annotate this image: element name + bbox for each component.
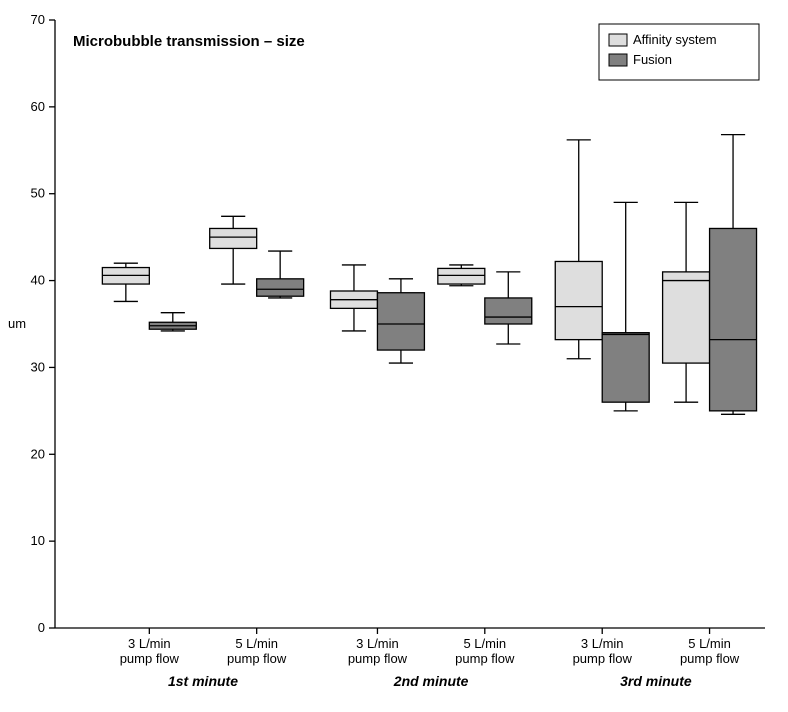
x-subgroup-label: pump flow [680,651,740,666]
x-subgroup-label: pump flow [348,651,408,666]
boxplot-chart: 0 10 20 30 40 50 60 70 um Microbubble transmissio… [0,0,788,712]
box-rect [602,333,649,402]
box-rect [485,298,532,324]
y-tick-label: 40 [31,273,45,288]
x-subgroup-label: 5 L/min [688,636,731,651]
legend-swatch [609,54,627,66]
box-rect [710,228,757,410]
legend: Affinity system Fusion [599,24,759,80]
chart-container: 0 10 20 30 40 50 60 70 um Microbubble transmissio… [0,0,788,712]
y-tick-label: 60 [31,99,45,114]
box-rect [438,268,485,284]
x-group-label: 1st minute [168,673,238,689]
x-group-label: 3rd minute [620,673,692,689]
x-subgroup-label: 3 L/min [356,636,399,651]
x-subgroup-label: 3 L/min [128,636,171,651]
legend-label: Affinity system [633,32,717,47]
y-tick-label: 70 [31,12,45,27]
x-subgroup-label: pump flow [573,651,633,666]
legend-label: Fusion [633,52,672,67]
box-rect [210,228,257,248]
x-subgroup-label: 3 L/min [581,636,624,651]
y-axis-label: um [8,316,26,331]
y-tick-label: 0 [38,620,45,635]
box-rect [377,293,424,350]
box-affinity [438,265,485,286]
y-tick-label: 30 [31,359,45,374]
box-rect [257,279,304,296]
y-tick-label: 50 [31,186,45,201]
x-subgroup-label: pump flow [455,651,515,666]
x-subgroup-label: 5 L/min [463,636,506,651]
y-tick-label: 20 [31,446,45,461]
chart-title: Microbubble transmission – size [73,33,305,50]
y-tick-label: 10 [31,533,45,548]
box-rect [663,272,710,363]
x-subgroup-label: 5 L/min [235,636,278,651]
x-subgroup-label: pump flow [120,651,180,666]
x-group-label: 2nd minute [393,673,469,689]
box-rect [555,261,602,339]
legend-swatch [609,34,627,46]
x-subgroup-label: pump flow [227,651,287,666]
